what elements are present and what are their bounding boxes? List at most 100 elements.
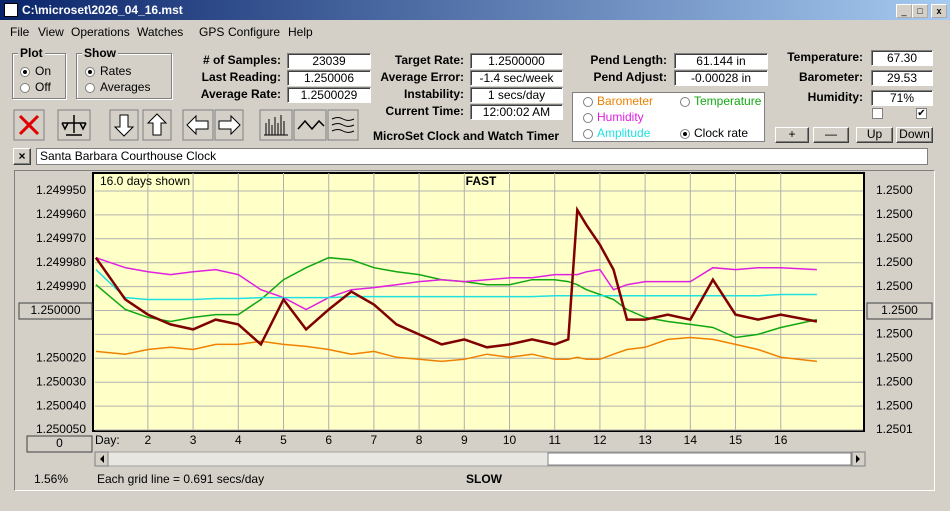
scroll-thumb[interactable] [547, 452, 852, 466]
right-button[interactable] [214, 109, 244, 141]
menu-item[interactable]: View [38, 25, 64, 39]
field-value: 1.2500000 [470, 53, 563, 69]
field-value: 67.30 [871, 50, 933, 66]
scroll-arrow [856, 455, 860, 463]
wave-button[interactable] [293, 109, 327, 141]
slow-label: SLOW [466, 472, 503, 486]
watch-name-field[interactable]: Santa Barbara Courthouse Clock [36, 148, 928, 165]
y-tick-label: 1.249990 [36, 279, 86, 293]
plot-area [92, 172, 865, 432]
show-group [76, 53, 172, 99]
x-tick-label: 9 [461, 433, 468, 447]
legend-label[interactable]: Humidity [597, 110, 644, 124]
y2-tick-label: 1.2500 [876, 207, 913, 221]
field-value: 1.2500029 [287, 87, 371, 103]
series-line [95, 256, 817, 311]
title-bar [0, 0, 950, 20]
series-line [95, 336, 817, 363]
adjust-button[interactable]: Down [896, 127, 933, 143]
y2-tick-label: 1.2500 [876, 350, 913, 364]
field-value: -1.4 sec/week [470, 70, 563, 86]
group-title: Show [82, 46, 118, 60]
menu-item[interactable]: Watches [137, 25, 184, 39]
adjust-button[interactable]: — [813, 127, 849, 143]
plot-panel [14, 170, 935, 491]
center-right-button-label[interactable]: 1.2500 [881, 303, 918, 317]
radio-label[interactable]: Rates [100, 64, 132, 78]
field-label: Average Rate: [200, 87, 281, 101]
menu-item[interactable]: Operations [71, 25, 130, 39]
radio-button[interactable] [20, 67, 30, 77]
legend-label[interactable]: Clock rate [694, 126, 749, 140]
app-title: MicroSet Clock and Watch Timer [373, 129, 560, 143]
clear-button[interactable]: × [13, 148, 31, 165]
checkbox[interactable]: ✔ [916, 108, 927, 119]
adjust-button[interactable]: Up [856, 127, 893, 143]
radio-button[interactable] [20, 83, 30, 93]
menu-item[interactable]: File [10, 25, 30, 39]
x-tick-label: 13 [638, 433, 652, 447]
field-label: Humidity: [807, 90, 863, 104]
bars-button[interactable] [259, 109, 293, 141]
window-title: C:\microset\2026_04_16.mst [22, 3, 183, 17]
minimize-button[interactable]: _ [896, 4, 912, 18]
y-tick-label: 1.249950 [36, 183, 86, 197]
x-tick-label: 2 [145, 433, 152, 447]
start-button-label[interactable]: 0 [56, 436, 63, 450]
x-tick-label: 11 [548, 433, 561, 447]
series-line [95, 269, 817, 301]
up-button[interactable] [142, 109, 172, 141]
center-left-button[interactable] [18, 302, 93, 320]
x-axis-label: Day: [95, 433, 120, 447]
field-label: # of Samples: [202, 53, 281, 67]
legend-radio[interactable] [680, 97, 690, 107]
start-button[interactable] [26, 435, 93, 453]
down-button[interactable] [109, 109, 139, 141]
adjust-button[interactable]: + [775, 127, 809, 143]
balance-button[interactable] [57, 109, 91, 141]
left-button[interactable] [182, 109, 214, 141]
x-tick-label: 5 [280, 433, 287, 447]
zoom: 1.56% [34, 472, 68, 486]
legend-label[interactable]: Temperature [694, 94, 762, 108]
field-value: 12:00:02 AM [470, 104, 563, 120]
radio-button[interactable] [85, 67, 95, 77]
lines-button[interactable] [327, 109, 359, 141]
legend-label[interactable]: Amplitude [597, 126, 651, 140]
menu-item[interactable]: Configure [228, 25, 281, 39]
radio-label[interactable]: Off [35, 80, 51, 94]
legend-radio[interactable] [583, 129, 593, 139]
delete-button[interactable] [13, 109, 45, 141]
field-label: Average Error: [380, 70, 464, 84]
center-left-button-label[interactable]: 1.250000 [30, 303, 80, 317]
checkbox[interactable] [872, 108, 883, 119]
center-right-button[interactable] [866, 302, 933, 320]
close-window-button[interactable]: x [931, 4, 947, 18]
field-label: Temperature: [787, 50, 863, 64]
field-value: 61.144 in [674, 53, 768, 69]
y2-tick-label: 1.2501 [876, 422, 913, 436]
radio-label[interactable]: On [35, 64, 52, 78]
radio-button[interactable] [85, 83, 95, 93]
y-tick-label: 1.250020 [36, 350, 86, 364]
legend-label[interactable]: Barometer [597, 94, 654, 108]
y-tick-label: 1.250040 [36, 398, 86, 412]
field-label: Current Time: [385, 104, 464, 118]
radio-label[interactable]: Averages [100, 80, 151, 94]
legend-radio[interactable] [583, 113, 593, 123]
legend-radio[interactable] [680, 129, 690, 139]
menu-item[interactable]: GPS [199, 25, 225, 39]
y2-tick-label: 1.2500 [876, 231, 913, 245]
legend-radio[interactable] [583, 97, 593, 107]
x-tick-label: 15 [729, 433, 743, 447]
maximize-button[interactable]: □ [912, 4, 928, 18]
x-tick-label: 12 [593, 433, 607, 447]
y-tick-label: 1.249960 [36, 207, 86, 221]
toolbar [13, 109, 359, 141]
menu-item[interactable]: Help [288, 25, 313, 39]
field-value: 23039 [287, 53, 371, 69]
app-icon [4, 3, 18, 17]
x-tick-label: 8 [416, 433, 423, 447]
